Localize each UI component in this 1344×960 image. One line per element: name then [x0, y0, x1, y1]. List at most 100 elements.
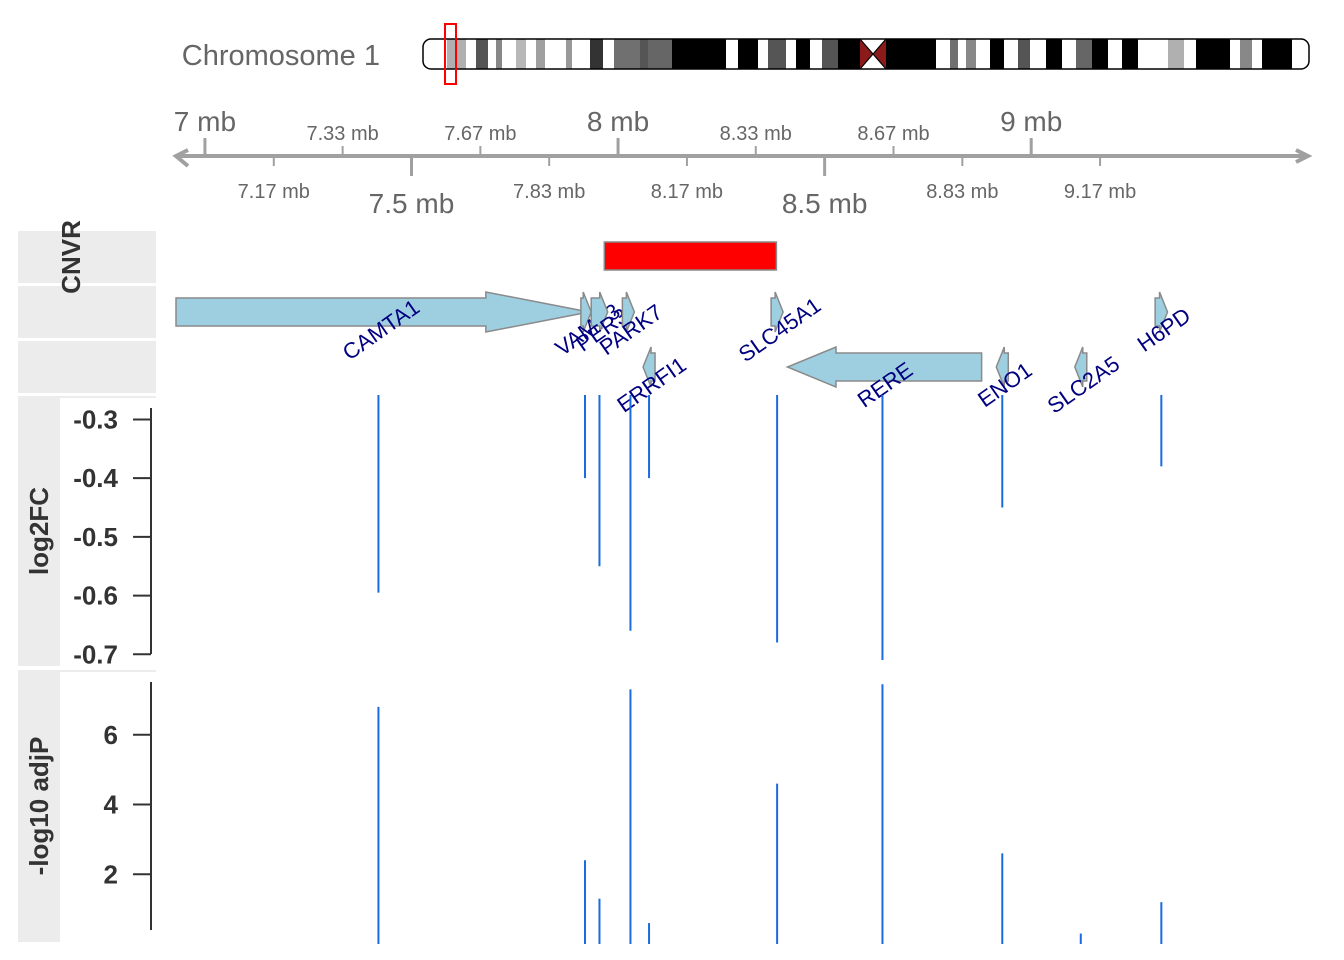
- cnvr-title-bg: [18, 231, 156, 283]
- ideogram-band: [614, 39, 640, 69]
- y-tick-label: -0.5: [73, 522, 118, 552]
- ideogram-band: [768, 39, 786, 69]
- ideogram-band: [1138, 39, 1168, 69]
- ideogram-band: [572, 39, 590, 69]
- axis-major-tick-label: 9 mb: [1000, 106, 1062, 137]
- axis-minor-tick-label: 8.83 mb: [926, 181, 998, 203]
- cnvr-track-title: CNVR: [56, 220, 86, 294]
- gene-slc45a1[interactable]: [770, 291, 784, 333]
- ideogram-band: [1168, 39, 1184, 69]
- gene-errfi1[interactable]: [642, 346, 656, 388]
- ideogram-bands: [423, 38, 1309, 70]
- ideogram-band: [838, 39, 860, 69]
- ideogram-band: [1184, 39, 1196, 69]
- ideogram-track: Chromosome 1: [182, 23, 1310, 85]
- log2fc-y-ticks: -0.3 -0.4 -0.5 -0.6 -0.7: [73, 404, 151, 669]
- gene-row2-title-bg: [18, 341, 156, 393]
- pval-track: -log10 adjP 2 4 6: [24, 682, 1163, 944]
- ideogram-band: [1230, 39, 1240, 69]
- ideogram-band: [648, 39, 672, 69]
- axis-major-tick-label: 7.5 mb: [369, 188, 455, 219]
- ideogram-band: [950, 39, 958, 69]
- gene-row1-title-bg: [18, 286, 156, 338]
- ideogram-current-region-marker: [444, 23, 457, 85]
- log2fc-ticklabel-bg: [60, 398, 128, 666]
- pval-bars: [377, 684, 1163, 944]
- y-tick-label: -0.6: [73, 581, 118, 611]
- ideogram-band: [502, 39, 516, 69]
- axis-minor-tick-label: 8.67 mb: [857, 123, 929, 145]
- centromere-left: [860, 39, 873, 69]
- axis-minor-tick-label: 7.67 mb: [444, 123, 516, 145]
- y-tick-label: 2: [104, 859, 118, 889]
- gene-slc2a5[interactable]: [1073, 346, 1088, 388]
- axis-minor-tick-label: 8.17 mb: [651, 181, 723, 203]
- axis-major-tick-label: 8 mb: [587, 106, 649, 137]
- genome-axis: 7 mb 7.5 mb 8 mb 8.5 mb 9 mb 7.17 mb 7.33 mb 7.…: [172, 106, 1313, 219]
- cnvr-region: [603, 241, 778, 271]
- gene-eno1[interactable]: [995, 346, 1010, 388]
- pval-y-ticks: 2 4 6: [104, 720, 151, 889]
- ideogram-band: [976, 39, 990, 69]
- ideogram-band: [1122, 39, 1138, 69]
- ideogram-band: [423, 39, 447, 69]
- ideogram-band: [476, 39, 488, 69]
- log2fc-track: log2FC -0.3 -0.4 -0.5 -0.6 -0.7: [24, 395, 1163, 669]
- ideogram-band: [990, 39, 1004, 69]
- gene-h6pd[interactable]: [1154, 291, 1169, 333]
- axis-minor-tick-label: 7.17 mb: [238, 181, 310, 203]
- axis-minor-tick-label: 8.33 mb: [720, 123, 792, 145]
- ideogram-band: [936, 39, 950, 69]
- y-tick-label: 6: [104, 720, 118, 750]
- ideogram-band: [1076, 39, 1092, 69]
- y-tick-label: 4: [104, 790, 119, 820]
- centromere-edge: [859, 38, 887, 70]
- gene-per3[interactable]: [590, 291, 609, 333]
- ideogram-band: [590, 39, 603, 69]
- ideogram-band: [1108, 39, 1122, 69]
- ideogram-band: [526, 39, 536, 69]
- ideogram-band: [1030, 39, 1046, 69]
- gene-vamp3[interactable]: [580, 291, 593, 333]
- ideogram-band: [1292, 39, 1309, 69]
- panel-title-column: [18, 231, 156, 942]
- ideogram-band: [786, 39, 796, 69]
- ideogram-band: [1196, 39, 1230, 69]
- ideogram-band: [545, 39, 566, 69]
- gene-rere[interactable]: [785, 345, 983, 389]
- gene-camta1[interactable]: [175, 291, 590, 333]
- gene-park7[interactable]: [621, 291, 636, 333]
- cnvr-track: CNVR: [56, 220, 778, 294]
- ideogram-band: [738, 39, 758, 69]
- ideogram-band: [536, 39, 545, 69]
- axis-minor-tick-label: 9.17 mb: [1064, 181, 1136, 203]
- ideogram-band: [1062, 39, 1076, 69]
- ideogram-band: [1046, 39, 1062, 69]
- ideogram-band: [488, 39, 496, 69]
- ideogram-band: [1004, 39, 1018, 69]
- ideogram-band: [566, 39, 572, 69]
- axis-minor-tick-label: 7.83 mb: [513, 181, 585, 203]
- log2fc-track-title: log2FC: [24, 487, 54, 575]
- ideogram-band: [466, 39, 476, 69]
- y-tick-label: -0.3: [73, 404, 118, 434]
- ideogram-band: [1092, 39, 1108, 69]
- ideogram-band: [758, 39, 768, 69]
- genome-axis-right-arrow: [1295, 148, 1313, 164]
- ideogram-band: [1240, 39, 1252, 69]
- ideogram-band: [516, 39, 526, 69]
- pval-track-title: -log10 adjP: [24, 737, 54, 876]
- axis-major-tick-label: 7 mb: [174, 106, 236, 137]
- genome-axis-left-arrow: [172, 148, 190, 168]
- ideogram-band: [810, 39, 822, 69]
- ideogram-band: [1252, 39, 1262, 69]
- axis-minor-tick-label: 7.33 mb: [306, 123, 378, 145]
- ideogram-band: [966, 39, 976, 69]
- log2fc-bars: [377, 395, 1163, 660]
- ideogram-band: [1018, 39, 1030, 69]
- ideogram-band: [886, 39, 936, 69]
- ideogram-outline: [422, 38, 1310, 70]
- y-tick-label: -0.7: [73, 639, 118, 669]
